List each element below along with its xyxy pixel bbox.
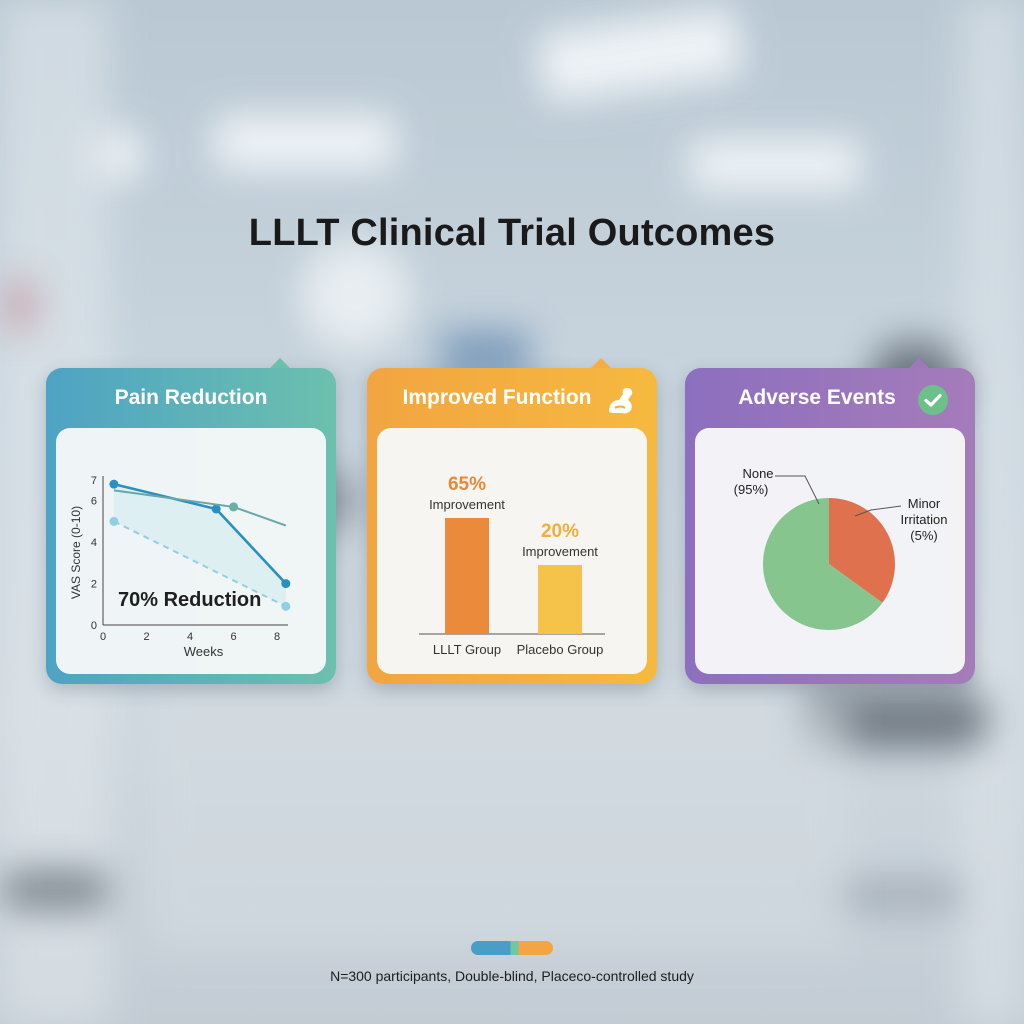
- data-point: [211, 504, 221, 514]
- bar-value-label: 20%: [541, 521, 579, 542]
- y-tick-label: 6: [91, 496, 97, 508]
- pie-label-none-pct: (95%): [734, 482, 769, 497]
- pie-label-none: None: [742, 466, 773, 481]
- data-point: [281, 601, 291, 611]
- adverse-events-panel: None (95%) Minor Irritation (5%): [695, 428, 965, 674]
- leader-line: [775, 475, 820, 505]
- y-tick-label: 7: [91, 475, 97, 487]
- improved-function-panel: 65% Improvement LLLT Group 20% Improvement Pl…: [377, 428, 647, 674]
- pain-reduction-title: Pain Reduction: [114, 386, 268, 409]
- adverse-events-title: Adverse Events: [738, 386, 896, 409]
- bar-value-label: 65%: [448, 474, 486, 495]
- data-point: [281, 579, 291, 589]
- data-point: [109, 516, 119, 526]
- pain-line-chart: 0 2 4 6 8 0 2 4 6 7 Weeks VAS Score (0-10) 70% Reduc…: [69, 475, 291, 659]
- checkmark-icon: [918, 385, 948, 415]
- series-line-3: [113, 520, 287, 608]
- pie-label-minor-pct: (5%): [910, 528, 937, 543]
- category-label: Placebo Group: [517, 642, 604, 657]
- improved-function-card: Improved Function 65% Improvement LLLT Gro…: [367, 358, 657, 684]
- data-point: [229, 502, 239, 512]
- color-legend-bar: [471, 941, 553, 955]
- x-tick-label: 4: [187, 631, 193, 643]
- y-tick-label: 4: [91, 537, 97, 549]
- pain-reduction-panel: 0 2 4 6 8 0 2 4 6 7 Weeks VAS Score (0-10) 70% Reduc…: [56, 428, 326, 674]
- flexed-arm-icon: [609, 388, 633, 414]
- bar-2: [538, 565, 582, 634]
- page-title: LLLT Clinical Trial Outcomes: [248, 212, 776, 254]
- reduction-annotation: 70% Reduction: [118, 589, 261, 611]
- adverse-events-card: Adverse Events None (95%) Minor Irritation(…: [685, 358, 975, 684]
- data-point: [109, 479, 119, 489]
- function-bar-chart: 65% Improvement LLLT Group 20% Improvement Pl…: [419, 474, 605, 657]
- improved-function-title: Improved Function: [402, 386, 592, 409]
- category-label: LLLT Group: [433, 642, 501, 657]
- x-tick-label: 6: [231, 631, 237, 643]
- bar-sub-label: Improvement: [429, 497, 505, 512]
- pie-slice-minor: [829, 498, 895, 603]
- pie-label-minor-2: Irritation: [901, 512, 948, 527]
- pain-reduction-card: Pain Reduction 0 2 4 6 8 0 2 4 6 7 Weeks VAS Score …: [46, 358, 336, 684]
- x-tick-label: 0: [100, 631, 106, 643]
- pie-label-minor: Minor: [908, 496, 941, 511]
- x-axis-label: Weeks: [184, 644, 224, 659]
- bar-1: [445, 518, 489, 634]
- x-tick-label: 2: [143, 631, 149, 643]
- y-tick-label: 2: [91, 579, 97, 591]
- study-footnote: N=300 participants, Double-blind, Placec…: [330, 968, 694, 984]
- bar-sub-label: Improvement: [522, 544, 598, 559]
- y-axis-label: VAS Score (0-10): [69, 506, 83, 599]
- x-tick-label: 8: [274, 631, 280, 643]
- area-fill: [113, 484, 286, 607]
- pie-slice-none: [763, 498, 883, 630]
- y-tick-label: 0: [91, 620, 97, 632]
- leader-line: [854, 505, 902, 517]
